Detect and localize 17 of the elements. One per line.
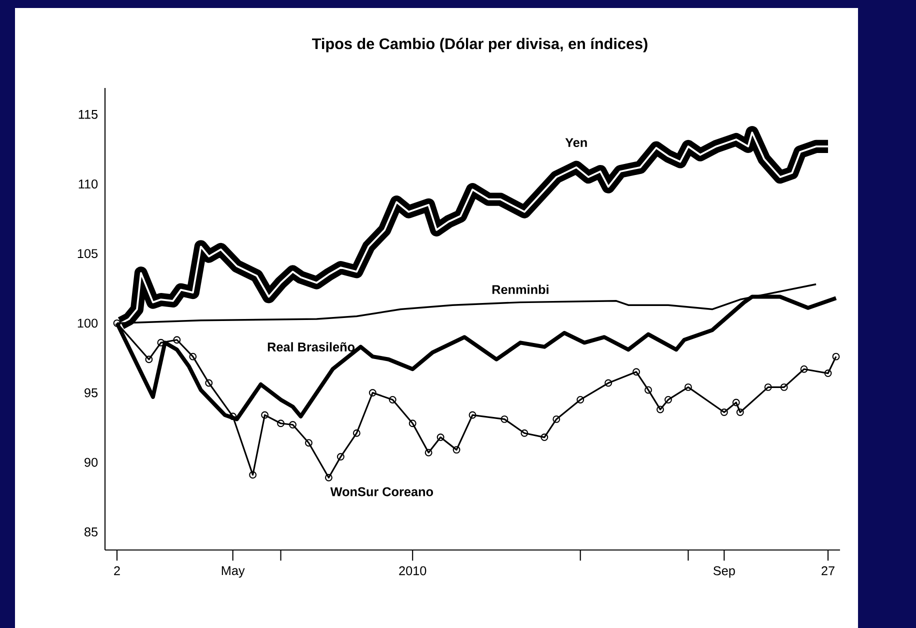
y-tick-label: 105 bbox=[78, 249, 98, 258]
series-label: Real Brasileño bbox=[268, 342, 355, 352]
x-tick-label: 27 bbox=[822, 566, 834, 576]
x-tick-label: May bbox=[222, 566, 245, 578]
x-tick-label: 2010 bbox=[399, 566, 426, 576]
y-tick-label: 90 bbox=[84, 458, 98, 467]
y-tick-label: 85 bbox=[84, 527, 98, 536]
series-label: Yen bbox=[565, 138, 587, 148]
y-tick-label: 100 bbox=[78, 318, 98, 328]
y-tick-label: 95 bbox=[84, 388, 98, 398]
series-label: Renminbi bbox=[492, 284, 548, 294]
series-label: WonSur Coreano bbox=[330, 487, 434, 496]
chart-title: Tipos de Cambio (Dólar per divisa, en índices) bbox=[312, 38, 648, 52]
y-tick-label: 115 bbox=[78, 110, 98, 119]
x-tick-label: 2 bbox=[114, 566, 120, 576]
x-tick-label: Sep bbox=[713, 566, 735, 578]
y-tick-label: 110 bbox=[78, 180, 98, 189]
